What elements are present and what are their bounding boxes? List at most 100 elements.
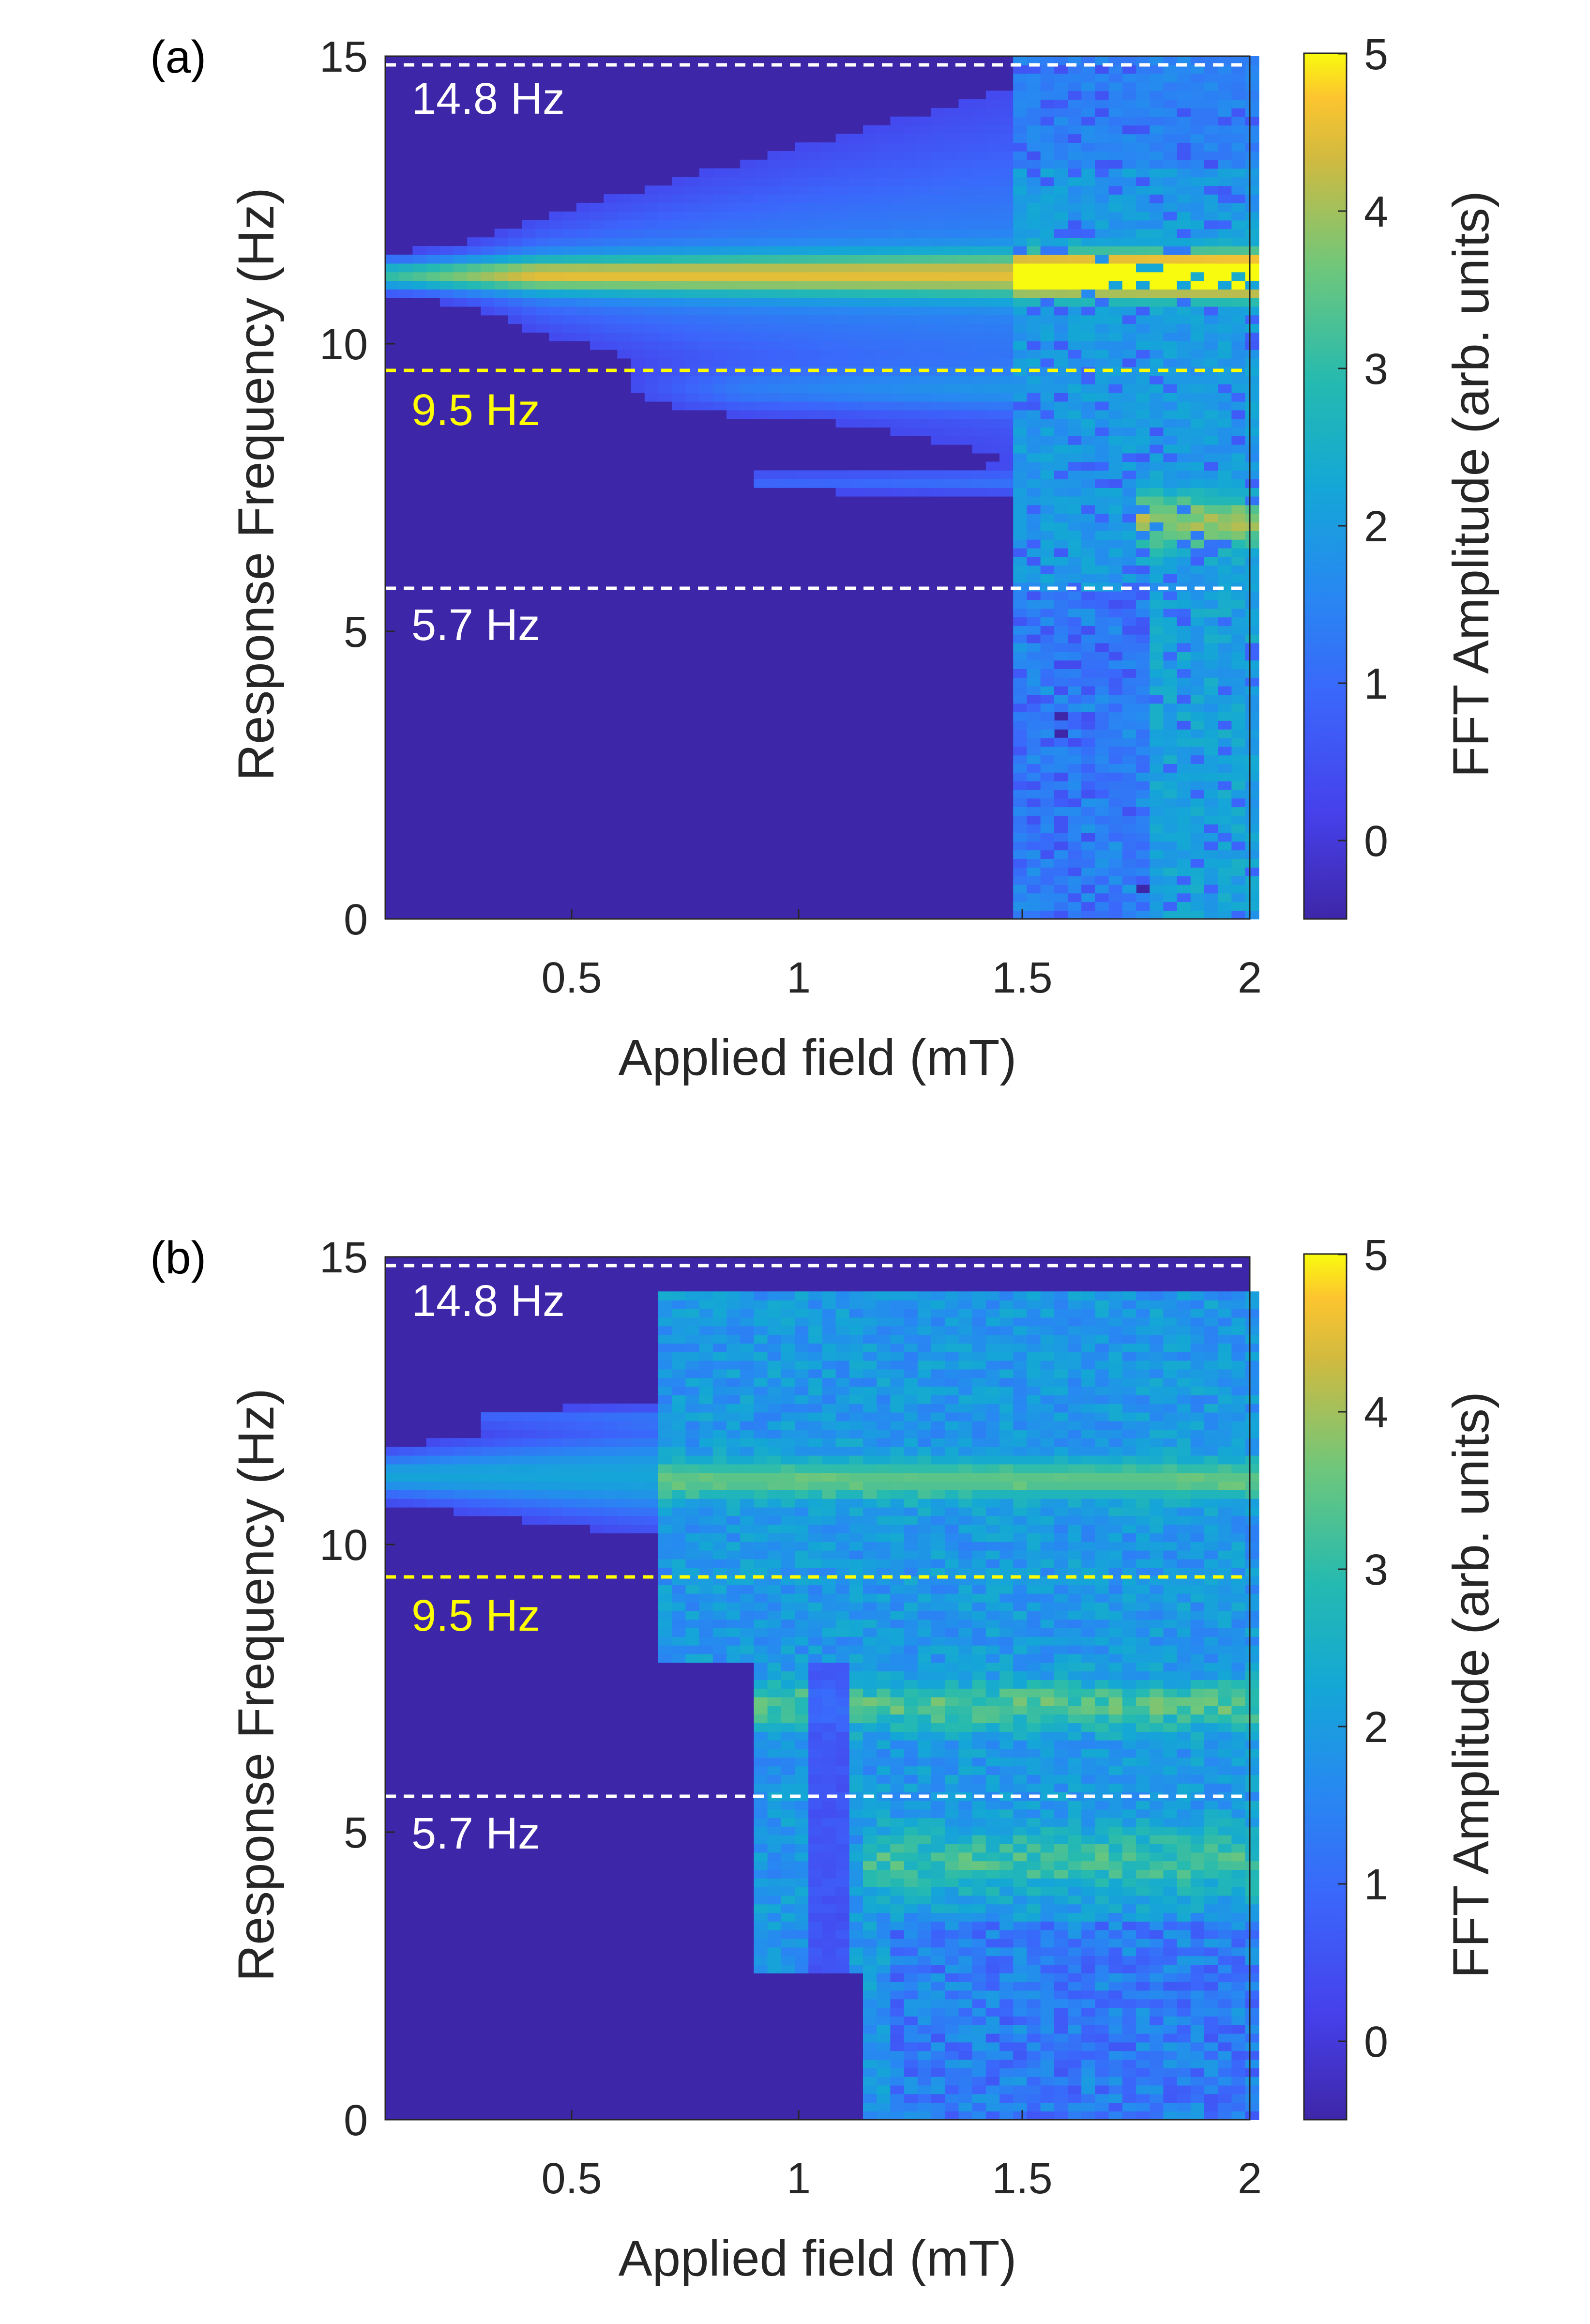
heatmap-cell (1163, 867, 1178, 876)
heatmap-cell (590, 280, 604, 290)
heatmap-cell (1190, 298, 1205, 307)
heatmap-cell (877, 1343, 891, 1352)
heatmap-cell (863, 1809, 877, 1819)
heatmap-cell (740, 1628, 755, 1637)
heatmap-cell (1218, 358, 1232, 367)
heatmap-cell (1095, 565, 1109, 574)
heatmap-cell (727, 1352, 741, 1361)
heatmap-cell (1013, 73, 1028, 83)
heatmap-cell (972, 436, 986, 445)
heatmap-cell (931, 229, 945, 238)
heatmap-cell (822, 1619, 836, 1628)
heatmap-cell (754, 401, 768, 411)
heatmap-cell (958, 1973, 973, 1982)
heatmap-cell (1095, 513, 1109, 523)
heatmap-cell (1231, 246, 1246, 255)
heatmap-cell (795, 1533, 809, 1542)
heatmap-cell (904, 1602, 918, 1611)
heatmap-cell (617, 280, 632, 290)
heatmap-cell (849, 1585, 863, 1594)
heatmap-cell (781, 1886, 795, 1896)
heatmap-cell (1095, 720, 1109, 730)
heatmap-cell (795, 315, 809, 324)
heatmap-cell (863, 1653, 877, 1663)
heatmap-cell (467, 1447, 482, 1456)
heatmap-cell (644, 289, 659, 298)
heatmap-cell (808, 237, 823, 246)
heatmap-cell (1013, 427, 1028, 436)
heatmap-cell (1081, 280, 1096, 290)
heatmap-cell (549, 272, 563, 281)
heatmap-cell (945, 237, 959, 246)
heatmap-cell (454, 1447, 468, 1456)
heatmap-cell (904, 1636, 918, 1646)
heatmap-cell (1231, 824, 1246, 833)
heatmap-cell (1177, 272, 1191, 281)
heatmap-cell (727, 202, 741, 212)
heatmap-cell (945, 1515, 959, 1525)
heatmap-cell (890, 229, 905, 238)
heatmap-cell (877, 410, 891, 419)
heatmap-cell (1150, 488, 1164, 497)
heatmap-cell (795, 1481, 809, 1490)
heatmap-cell (822, 401, 836, 411)
heatmap-cell (849, 177, 863, 186)
heatmap-cell (917, 1878, 932, 1887)
heatmap-cell (1095, 99, 1109, 108)
heatmap-cell (917, 125, 932, 135)
heatmap-cell (1231, 505, 1246, 514)
heatmap-cell (781, 1343, 795, 1352)
heatmap-cell (931, 1861, 945, 1870)
heatmap-cell (904, 1472, 918, 1482)
heatmap-cell (508, 272, 522, 281)
heatmap-cell (535, 246, 550, 255)
heatmap-cell (1190, 893, 1205, 902)
heatmap-cell (1231, 694, 1246, 704)
heatmap-cell (945, 1826, 959, 1835)
heatmap-cell (835, 1610, 850, 1620)
heatmap-cell (1163, 850, 1178, 859)
heatmap-cell (835, 1455, 850, 1465)
heatmap-cell (1136, 764, 1150, 773)
heatmap-cell (767, 1610, 782, 1620)
heatmap-cell (658, 1636, 672, 1646)
heatmap-cell (1231, 229, 1246, 238)
heatmap-cell (958, 1723, 973, 1732)
heatmap-cell (972, 401, 986, 411)
heatmap-cell (522, 263, 536, 273)
heatmap-cell (890, 1973, 905, 1982)
heatmap-cell (1218, 875, 1232, 885)
heatmap-cell (1177, 134, 1191, 143)
heatmap-cell (767, 159, 782, 169)
heatmap-cell (877, 1412, 891, 1422)
heatmap-cell (412, 1455, 427, 1465)
heatmap-cell (672, 298, 686, 307)
heatmap-cell (617, 1464, 632, 1473)
heatmap-cell (467, 1498, 482, 1508)
heatmap-cell (958, 1921, 973, 1930)
heatmap-cell (958, 107, 973, 117)
heatmap-cell (562, 306, 577, 316)
heatmap-cell (945, 1317, 959, 1327)
heatmap-cell (795, 1559, 809, 1568)
heatmap-cell (1081, 556, 1096, 566)
heatmap-cell (917, 1455, 932, 1465)
heatmap-cell (890, 1636, 905, 1646)
heatmap-cell (917, 2094, 932, 2103)
heatmap-cell (917, 1731, 932, 1741)
heatmap-cell (835, 1326, 850, 1335)
heatmap-cell (781, 349, 795, 359)
heatmap-cell (1095, 341, 1109, 350)
heatmap-cell (1081, 841, 1096, 851)
heatmap-cell (699, 341, 713, 350)
heatmap-cell (754, 1334, 768, 1344)
heatmap-cell (945, 384, 959, 393)
heatmap-cell (767, 1559, 782, 1568)
heatmap-cell (1136, 513, 1150, 523)
heatmap-cell (1081, 134, 1096, 143)
heatmap-cell (1231, 686, 1246, 695)
heatmap-cell (945, 1386, 959, 1395)
heatmap-cell (781, 254, 795, 264)
heatmap-cell (1190, 116, 1205, 126)
heatmap-cell (590, 211, 604, 221)
